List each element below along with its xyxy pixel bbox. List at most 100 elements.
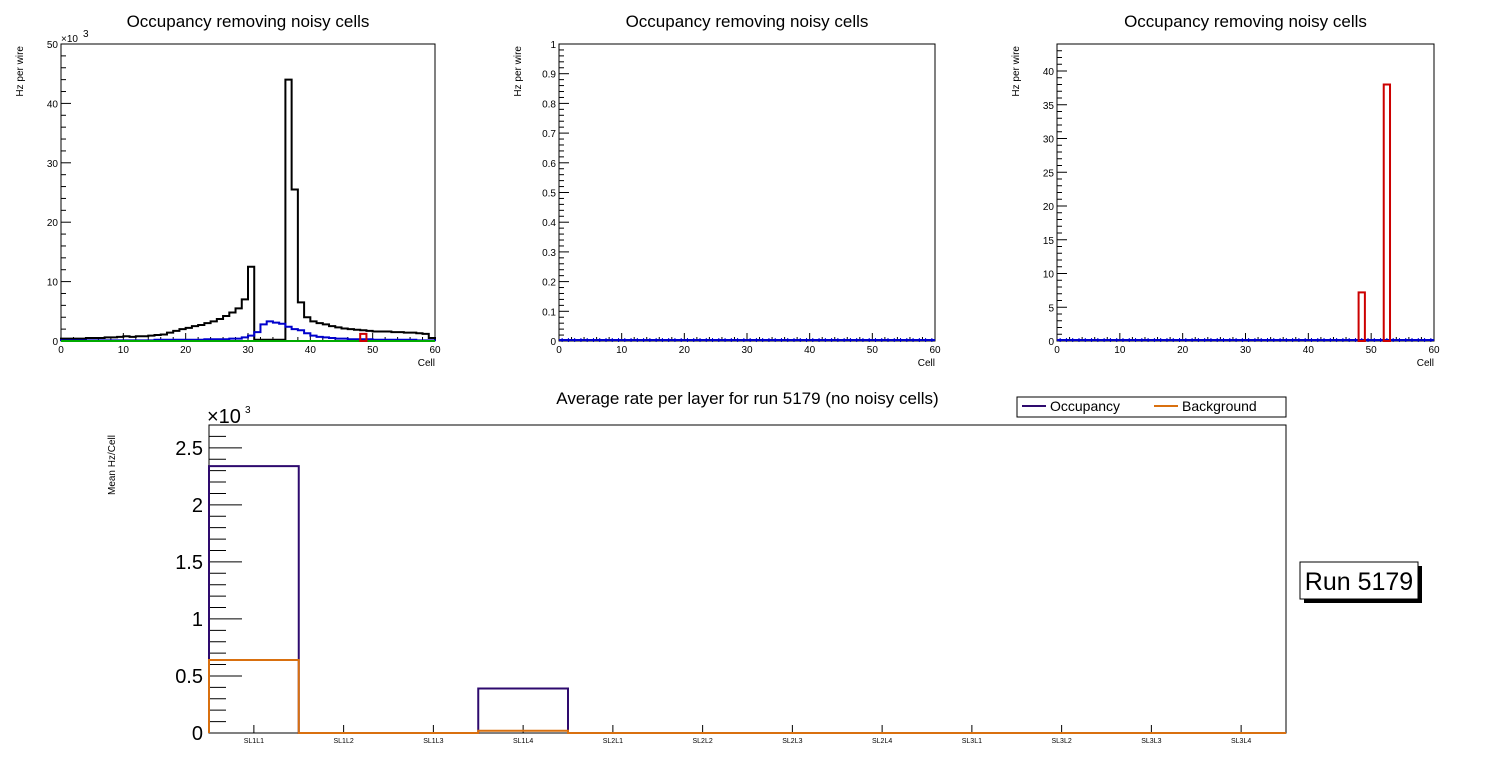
chart-title: Occupancy removing noisy cells bbox=[626, 12, 869, 31]
y-tick-label: 20 bbox=[47, 218, 59, 229]
x-tick-label: SL3L1 bbox=[962, 738, 982, 745]
plot-frame bbox=[208, 424, 1287, 734]
legend-label: Occupancy bbox=[1050, 398, 1120, 414]
y-tick-label: 1 bbox=[550, 40, 556, 51]
x-tick-label: SL1L2 bbox=[334, 738, 354, 745]
y-tick-label: 30 bbox=[47, 159, 59, 170]
y-tick-label: 0.7 bbox=[542, 129, 556, 140]
y-tick-label: 0 bbox=[550, 337, 556, 348]
y-tick-label: 0.8 bbox=[542, 99, 556, 110]
y-tick-label: 0.2 bbox=[542, 278, 556, 289]
x-tick-label: SL3L2 bbox=[1052, 738, 1072, 745]
y-tick-label: 0.9 bbox=[542, 70, 556, 81]
run-label: Run 5179 bbox=[1305, 568, 1413, 596]
y-tick-label: 0 bbox=[52, 337, 58, 348]
histogram-panel-1: Occupancy removing noisy cells Hz per wir… bbox=[15, 12, 441, 369]
x-tick-label: 10 bbox=[1114, 345, 1126, 356]
histogram-panel-3: Occupancy removing noisy cells Hz per wir… bbox=[1011, 12, 1440, 369]
chart-title: Average rate per layer for run 5179 (no … bbox=[556, 389, 938, 408]
y-axis-label: Hz per wire bbox=[1011, 46, 1022, 97]
bin-red bbox=[1382, 83, 1392, 342]
x-tick-label: SL2L2 bbox=[693, 738, 713, 745]
y-tick-label: 0.1 bbox=[542, 307, 556, 318]
series-occupancy bbox=[208, 465, 1286, 734]
legend-label: Background bbox=[1182, 398, 1257, 414]
x-tick-label: SL3L4 bbox=[1231, 738, 1251, 745]
x-tick-label: 30 bbox=[741, 345, 753, 356]
y-tick-label: 50 bbox=[47, 40, 59, 51]
y-tick-label: 35 bbox=[1043, 101, 1055, 112]
legend: Occupancy Background bbox=[1016, 396, 1287, 418]
y-tick-label: 30 bbox=[1043, 135, 1055, 146]
x-axis-label: Cell bbox=[918, 358, 935, 369]
bin-red bbox=[359, 332, 368, 343]
y-axis-label: Hz per wire bbox=[513, 46, 524, 97]
y-axis-label: Mean Hz/Cell bbox=[107, 435, 118, 495]
y-tick-label: 40 bbox=[47, 99, 59, 110]
x-tick-label: 0 bbox=[1054, 345, 1060, 356]
x-tick-label: SL3L3 bbox=[1141, 738, 1161, 745]
y-tick-label: 1.5 bbox=[175, 552, 203, 574]
x-tick-label: 40 bbox=[1303, 345, 1315, 356]
chart-title: Occupancy removing noisy cells bbox=[1124, 12, 1367, 31]
y-multiplier: ×10 bbox=[61, 34, 78, 45]
y-multiplier-exponent: 3 bbox=[245, 405, 251, 416]
y-tick-label: 1 bbox=[192, 609, 203, 631]
x-tick-label: 40 bbox=[804, 345, 816, 356]
x-tick-label: 0 bbox=[58, 345, 64, 356]
legend-box bbox=[1016, 396, 1287, 418]
chart-title: Occupancy removing noisy cells bbox=[127, 12, 370, 31]
x-tick-label: 50 bbox=[867, 345, 879, 356]
x-axis-label: Cell bbox=[1417, 358, 1434, 369]
y-tick-label: 20 bbox=[1043, 202, 1055, 213]
bin-red bbox=[1357, 291, 1366, 342]
y-tick-label: 0.6 bbox=[542, 159, 556, 170]
x-tick-label: SL1L3 bbox=[423, 738, 443, 745]
x-tick-label: 50 bbox=[367, 345, 379, 356]
y-tick-label: 10 bbox=[47, 278, 59, 289]
x-tick-label: 10 bbox=[616, 345, 628, 356]
y-tick-label: 10 bbox=[1043, 270, 1055, 281]
x-tick-label: 60 bbox=[429, 345, 441, 356]
y-tick-label: 0.5 bbox=[175, 666, 203, 688]
x-tick-label: SL1L1 bbox=[244, 738, 264, 745]
x-tick-label: 0 bbox=[556, 345, 562, 356]
x-tick-label: 20 bbox=[679, 345, 691, 356]
y-tick-label: 25 bbox=[1043, 168, 1055, 179]
layer-rate-panel: Average rate per layer for run 5179 (no … bbox=[107, 389, 1287, 745]
x-tick-label: 20 bbox=[180, 345, 192, 356]
x-axis-label: Cell bbox=[418, 358, 435, 369]
y-tick-label: 0.3 bbox=[542, 248, 556, 259]
series-occupancy bbox=[60, 78, 436, 341]
x-tick-label: 60 bbox=[1428, 345, 1440, 356]
y-tick-label: 40 bbox=[1043, 67, 1055, 78]
x-tick-label: 30 bbox=[242, 345, 254, 356]
plot-frame bbox=[1056, 43, 1435, 342]
y-tick-label: 0 bbox=[192, 723, 203, 745]
y-tick-label: 2 bbox=[192, 495, 203, 517]
y-tick-label: 0.5 bbox=[542, 189, 556, 200]
y-multiplier: ×10 bbox=[207, 406, 241, 428]
y-tick-label: 2.5 bbox=[175, 438, 203, 460]
x-tick-label: SL2L4 bbox=[872, 738, 892, 745]
x-tick-label: 50 bbox=[1366, 345, 1378, 356]
run-label-box: Run 5179 bbox=[1299, 561, 1422, 603]
x-tick-label: 60 bbox=[929, 345, 941, 356]
histogram-panel-2: Occupancy removing noisy cells Hz per wir… bbox=[513, 12, 941, 369]
x-tick-label: 40 bbox=[305, 345, 317, 356]
x-tick-label: SL2L3 bbox=[782, 738, 802, 745]
y-tick-label: 0 bbox=[1048, 337, 1054, 348]
x-tick-label: SL2L1 bbox=[603, 738, 623, 745]
y-tick-label: 15 bbox=[1043, 236, 1055, 247]
y-tick-label: 0.4 bbox=[542, 218, 556, 229]
x-tick-label: 30 bbox=[1240, 345, 1252, 356]
x-tick-label: 20 bbox=[1177, 345, 1189, 356]
y-multiplier-exponent: 3 bbox=[83, 29, 89, 40]
run-label-frame bbox=[1299, 561, 1419, 600]
x-tick-label: SL1L4 bbox=[513, 738, 533, 745]
x-tick-label: 10 bbox=[118, 345, 130, 356]
plot-frame bbox=[558, 43, 936, 342]
y-tick-label: 5 bbox=[1048, 303, 1054, 314]
y-axis-label: Hz per wire bbox=[15, 46, 26, 97]
